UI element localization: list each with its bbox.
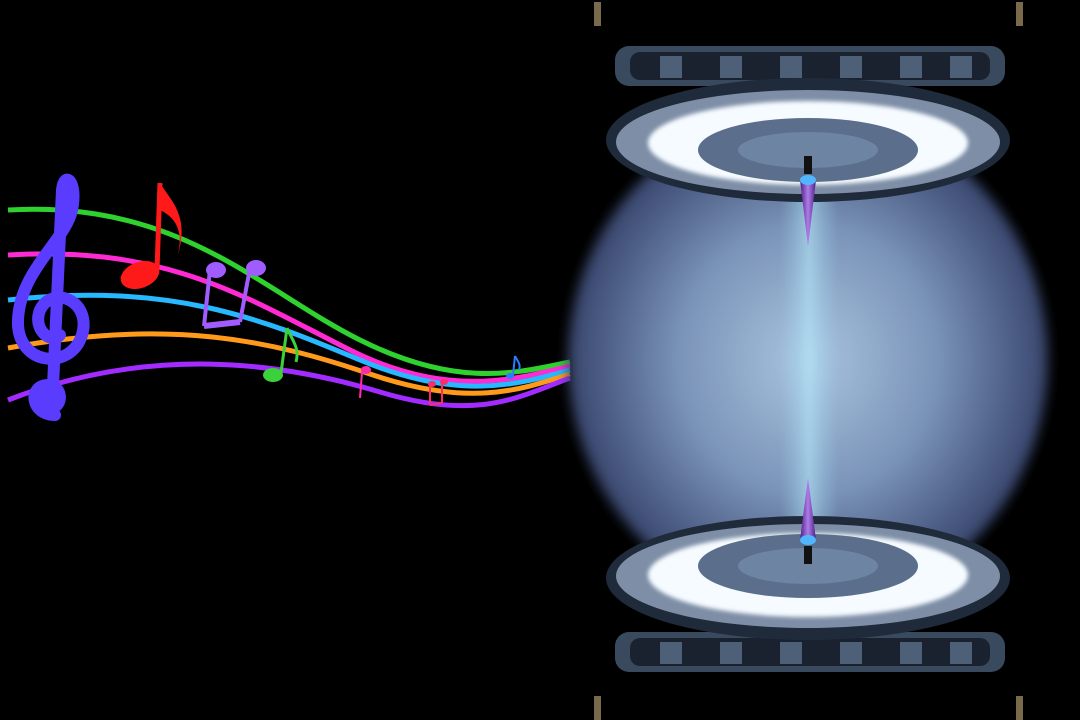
staff-line-green <box>7 206 571 376</box>
beamed-notes-purple-icon <box>202 260 266 329</box>
small-note-red-icon <box>428 379 448 406</box>
green-note-icon <box>263 327 299 382</box>
staff-line-purple <box>7 361 571 409</box>
post-bottom-right <box>1016 696 1023 720</box>
small-note-blue-icon <box>506 355 521 379</box>
small-note-pink-icon <box>359 366 371 399</box>
top-bracket <box>615 46 1005 86</box>
staff-line-orange <box>7 331 571 396</box>
resonance-chamber <box>568 2 1048 720</box>
treble-clef-icon <box>11 173 90 421</box>
bottom-ring <box>606 516 1010 640</box>
staff-line-blue <box>7 292 571 389</box>
top-ring <box>606 78 1010 202</box>
eighth-note-red-icon <box>120 182 182 290</box>
post-bottom-left <box>594 696 601 720</box>
staff-line-magenta <box>7 251 571 384</box>
post-top-right <box>1016 2 1023 26</box>
bottom-electrode-icon <box>800 478 816 564</box>
bottom-bracket <box>615 632 1005 672</box>
music-staff <box>7 206 571 409</box>
top-electrode-icon <box>800 156 816 246</box>
post-top-left <box>594 2 601 26</box>
